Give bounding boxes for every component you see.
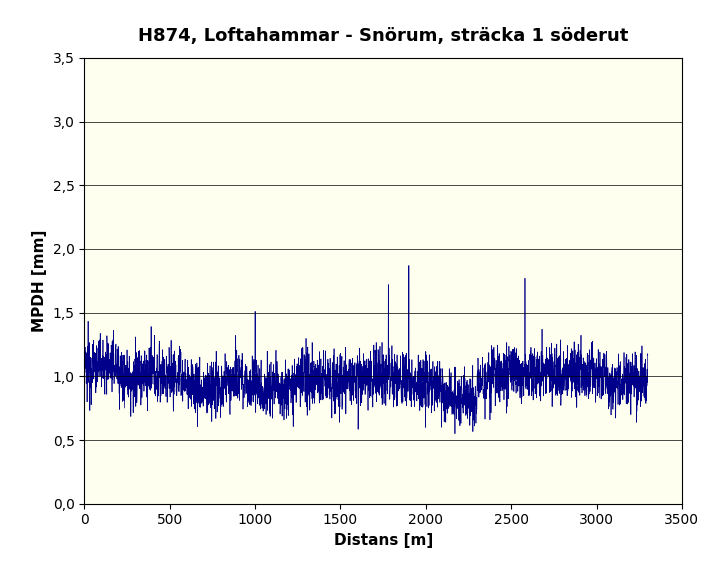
X-axis label: Distans [m]: Distans [m]	[333, 533, 433, 548]
Y-axis label: MPDH [mm]: MPDH [mm]	[32, 230, 47, 332]
Title: H874, Loftahammar - Snörum, sträcka 1 söderut: H874, Loftahammar - Snörum, sträcka 1 sö…	[138, 27, 628, 45]
